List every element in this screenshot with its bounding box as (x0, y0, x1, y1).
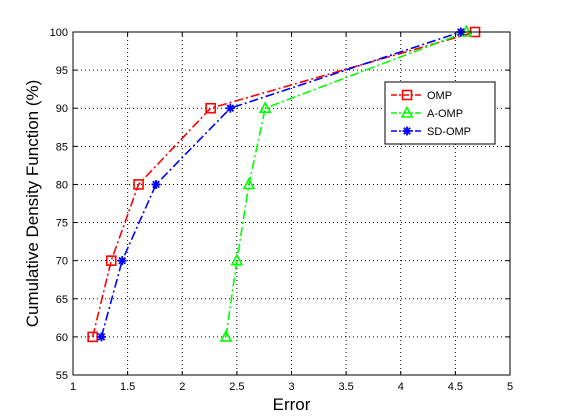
data-point-omp (205, 102, 216, 114)
legend-marker-a-omp (400, 105, 414, 118)
x-tick-label: 5 (507, 381, 513, 393)
x-tick-label: 4 (398, 381, 404, 393)
legend-label-omp: OMP (427, 90, 452, 102)
y-tick-label: 55 (56, 370, 68, 382)
y-tick-label: 95 (56, 65, 68, 77)
data-point-omp (133, 179, 144, 190)
y-tick-label: 100 (50, 27, 68, 39)
x-tick-label: 4.5 (448, 381, 463, 393)
legend-marker-omp (401, 89, 413, 101)
x-tick-label: 2 (179, 381, 185, 393)
y-tick-label: 90 (56, 103, 68, 115)
y-tick-label: 60 (56, 332, 68, 344)
series-line-omp (91, 31, 476, 338)
y-tick-label: 70 (56, 256, 68, 268)
data-point-sd-omp (117, 256, 127, 266)
y-axis-label: Cumulative Density Function (%) (23, 80, 42, 328)
grid (73, 32, 510, 375)
data-point-a-omp (230, 253, 244, 266)
y-tick-label: 80 (56, 179, 68, 191)
data-point-a-omp (242, 177, 256, 190)
legend-item-omp: OMP (391, 89, 452, 102)
x-axis-label: Error (273, 395, 311, 414)
data-point-a-omp (219, 329, 233, 342)
data-point-a-omp (258, 101, 272, 114)
legend: OMP A-OMP SD-OMP (384, 81, 496, 145)
series-line-sd-omp (100, 31, 462, 338)
legend-marker-sd-omp (402, 126, 412, 136)
x-tick-label: 1.5 (120, 381, 135, 393)
data-point-sd-omp (151, 179, 161, 189)
series-sd-omp (96, 27, 466, 342)
y-tick-label: 75 (56, 218, 68, 230)
x-tick-label: 3.5 (338, 381, 353, 393)
series-layer (87, 24, 481, 343)
series-line-a-omp (225, 31, 467, 338)
legend-item-sd-omp: SD-OMP (391, 126, 471, 138)
series-omp (87, 26, 481, 343)
y-tick-label: 85 (56, 141, 68, 153)
legend-label-sd-omp: SD-OMP (427, 126, 471, 138)
y-tick-label: 65 (56, 294, 68, 306)
data-point-sd-omp (225, 103, 235, 113)
x-tick-label: 2.5 (229, 381, 244, 393)
legend-label-a-omp: A-OMP (427, 108, 463, 120)
x-tick-label: 3 (288, 381, 294, 393)
x-tick-label: 1 (70, 381, 76, 393)
legend-item-a-omp: A-OMP (391, 105, 463, 120)
data-point-omp (105, 255, 117, 266)
data-point-sd-omp (96, 332, 106, 342)
